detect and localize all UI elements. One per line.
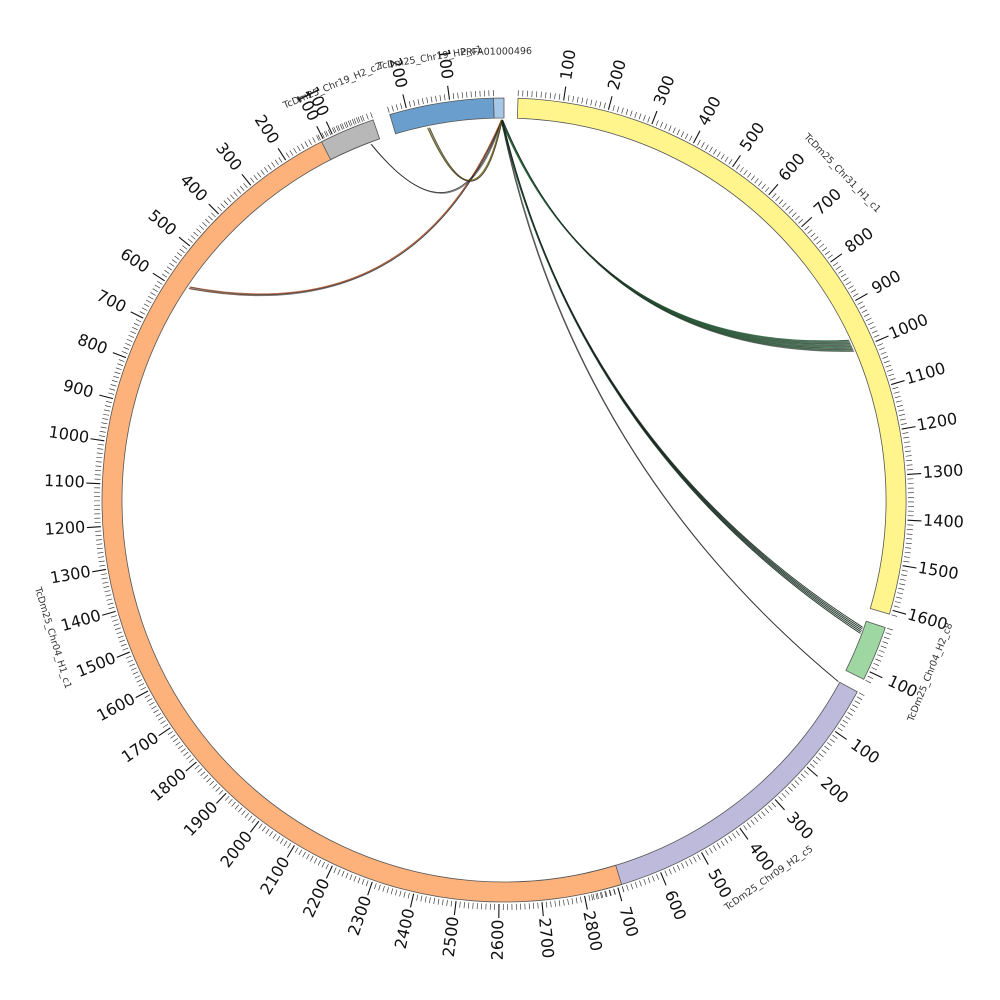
tick-label-chr04h1-2500: 2500 xyxy=(439,915,463,958)
tick-label-chr04h1-700: 700 xyxy=(94,286,130,317)
tick-label-chr04h1-1600: 1600 xyxy=(93,689,138,725)
tick-label-chr04h1-500: 500 xyxy=(145,206,181,240)
segment-PRFA01000496 xyxy=(493,97,505,119)
tick-label-chr09-600: 600 xyxy=(661,887,690,923)
ticks-chr04h1 xyxy=(86,115,625,918)
tick-label-chr31-1500: 1500 xyxy=(917,558,960,583)
tick-label-chr09-700: 700 xyxy=(616,905,643,940)
link-bundle-0 xyxy=(500,119,855,352)
tick-label-chr04h1-2200: 2200 xyxy=(299,875,333,920)
tick-label-chr31-1000: 1000 xyxy=(886,310,931,343)
tick-label-chr31-700: 700 xyxy=(810,184,845,219)
ticks-chr09 xyxy=(591,692,865,902)
tick-label-chr31-600: 600 xyxy=(774,149,808,185)
segment-name-chr19c2: TcDm25_Chr19_H2_c2 xyxy=(281,61,384,112)
tick-label-chr04h1-2000: 2000 xyxy=(216,827,256,871)
tick-label-chr09-100: 100 xyxy=(847,735,883,768)
tick-label-chr04h1-1900: 1900 xyxy=(180,797,222,840)
segment-chr09 xyxy=(586,681,858,893)
tick-label-chr31-200: 200 xyxy=(604,57,630,91)
tick-label-chr19c1-100: 100 xyxy=(434,47,457,80)
segment-name-chr04h2: TcDm25_Chr04_H2_c8 xyxy=(905,621,955,724)
tick-label-chr31-100: 100 xyxy=(556,48,579,81)
segment-chr19c2 xyxy=(320,119,381,161)
tick-label-chr31-1300: 1300 xyxy=(922,460,964,482)
tick-label-chr31-800: 800 xyxy=(841,223,877,256)
tick-label-chr04h1-300: 300 xyxy=(212,139,246,175)
link-bundle-4 xyxy=(370,119,503,194)
tick-label-chr04h1-1200: 1200 xyxy=(44,517,86,539)
tick-label-chr04h1-1800: 1800 xyxy=(147,764,190,805)
tick-label-chr04h1-900: 900 xyxy=(61,376,95,402)
tick-label-chr04h1-2600: 2600 xyxy=(488,919,508,960)
tick-label-chr04h1-2700: 2700 xyxy=(535,917,558,959)
segment-name-chr19c1: TcDm25_Chr19_H2_c1 xyxy=(376,44,483,72)
link-bundle-2 xyxy=(500,119,840,683)
tick-label-chr04h1-2800: 2800 xyxy=(579,909,606,953)
ticks-chr19c2 xyxy=(317,112,373,141)
segment-chr04h2 xyxy=(845,620,886,680)
tick-label-chr31-900: 900 xyxy=(868,266,904,298)
tick-label-chr04h1-2400: 2400 xyxy=(391,907,419,951)
tick-label-chr31-1400: 1400 xyxy=(923,511,965,532)
ticks-chr31 xyxy=(517,86,922,617)
tick-label-chr31-300: 300 xyxy=(650,72,679,107)
segments-layer xyxy=(101,97,907,903)
tick-label-chr31-500: 500 xyxy=(736,119,769,155)
tick-label-chr09-200: 200 xyxy=(817,773,852,807)
tick-label-chr31-400: 400 xyxy=(694,93,725,129)
tick-label-chr04h1-800: 800 xyxy=(75,330,110,359)
link-bundle-1 xyxy=(500,119,864,635)
segment-name-PRFA01000496: PRFA01000496 xyxy=(460,46,532,58)
tick-label-chr04h1-1000: 1000 xyxy=(47,422,90,447)
tick-label-chr31-1100: 1100 xyxy=(903,358,947,388)
segment-name-chr04h1: TcDm25_Chr04_H1_c1 xyxy=(32,585,74,690)
ticks-chr04h2 xyxy=(865,627,893,684)
ticks-chr19c1 xyxy=(387,85,494,113)
links-layer xyxy=(188,119,864,683)
tick-label-chr04h1-600: 600 xyxy=(117,244,153,277)
segment-chr19c1 xyxy=(389,97,495,135)
tick-label-chr09-300: 300 xyxy=(783,808,818,843)
tick-label-chr04h1-1700: 1700 xyxy=(118,728,162,767)
ticks-layer xyxy=(86,85,922,918)
tick-label-chr04h1-1100: 1100 xyxy=(44,471,85,492)
tick-label-chr04h1-2100: 2100 xyxy=(256,853,293,898)
tick-label-chr04h1-2300: 2300 xyxy=(344,893,375,938)
tick-label-chr09-500: 500 xyxy=(704,865,736,901)
tick-label-chr04h1-1500: 1500 xyxy=(74,648,119,681)
labels-layer: 100 200 3004005006007008009001000110012001… xyxy=(32,44,965,960)
tick-label-chr04h1-200: 200 xyxy=(251,111,283,147)
tick-label-chr04h1-1400: 1400 xyxy=(59,606,103,635)
segment-chr31 xyxy=(516,97,907,615)
tick-label-chr04h1-1300: 1300 xyxy=(49,562,92,588)
link-bundle-5 xyxy=(427,119,503,182)
tick-label-chr31-1200: 1200 xyxy=(915,409,958,435)
tick-label-chr04h1-400: 400 xyxy=(176,170,211,205)
